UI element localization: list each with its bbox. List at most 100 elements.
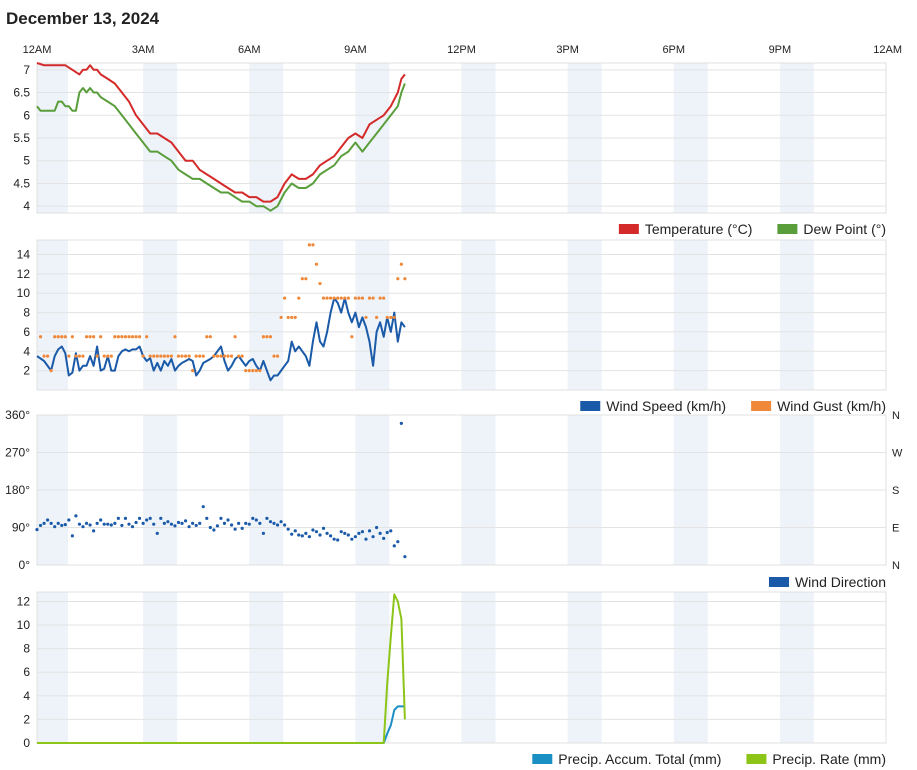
data-point — [392, 544, 396, 548]
data-point — [321, 526, 326, 530]
data-point — [141, 521, 145, 525]
data-point — [265, 335, 269, 339]
time-band — [779, 240, 814, 390]
time-axis-labels: 12AM 3AM 6AM 9AM 12PM 3PM 6PM 9PM 12AM — [23, 44, 902, 56]
data-point — [226, 518, 230, 522]
time-band — [461, 240, 496, 390]
data-point — [247, 369, 251, 373]
data-point — [106, 354, 110, 358]
data-point — [113, 335, 117, 339]
data-point — [180, 521, 184, 525]
data-point — [290, 315, 294, 320]
data-point — [92, 529, 96, 533]
time-band — [37, 592, 68, 743]
data-point — [240, 526, 244, 530]
data-point — [60, 523, 64, 528]
data-point — [314, 530, 319, 534]
data-point — [375, 315, 379, 320]
data-point — [222, 354, 227, 358]
legend-swatch — [768, 577, 789, 587]
data-point — [152, 522, 156, 526]
data-point — [155, 531, 159, 535]
data-point — [84, 335, 89, 339]
data-point — [49, 369, 53, 373]
data-point — [187, 354, 191, 358]
data-point — [371, 296, 375, 300]
data-point — [56, 521, 60, 525]
data-point — [109, 523, 113, 527]
y-tick-label: 8 — [23, 642, 30, 656]
data-point — [254, 518, 258, 522]
data-point — [38, 523, 43, 528]
data-point — [279, 520, 283, 524]
compass-label: W — [892, 448, 903, 460]
data-point — [74, 354, 78, 358]
y-tick-label: 8 — [23, 306, 30, 320]
time-band — [143, 240, 178, 390]
data-point — [364, 315, 368, 320]
data-point — [148, 516, 152, 520]
data-point — [325, 531, 329, 535]
data-point — [173, 524, 177, 528]
data-point — [375, 525, 379, 530]
data-point — [137, 516, 142, 520]
data-point — [389, 315, 393, 320]
data-point — [382, 296, 386, 300]
data-point — [99, 335, 103, 339]
data-point — [307, 535, 311, 539]
data-point — [215, 354, 220, 358]
series-line — [36, 297, 406, 382]
data-point — [343, 531, 347, 535]
data-point — [332, 537, 336, 541]
data-point — [300, 277, 304, 281]
data-point — [300, 534, 304, 538]
y-tick-label: 4 — [23, 689, 30, 703]
y-tick-label: 10 — [17, 286, 31, 300]
legend-swatch — [532, 754, 553, 764]
data-point — [353, 296, 357, 300]
data-point — [275, 523, 280, 527]
y-tick-label: 6 — [23, 325, 30, 339]
y-tick-label: 4.5 — [13, 176, 30, 190]
data-point — [60, 335, 64, 339]
data-point — [244, 521, 248, 525]
data-point — [311, 528, 315, 532]
data-point — [162, 521, 166, 525]
data-point — [286, 527, 290, 531]
data-point — [169, 354, 174, 358]
data-point — [123, 516, 128, 520]
data-point — [134, 335, 138, 339]
legend[interactable]: Wind Gust (km/h) Wind Speed (km/h) — [580, 398, 886, 414]
compass-label: N — [892, 410, 900, 422]
data-point — [279, 315, 283, 320]
legend-swatch — [777, 224, 798, 234]
page-title: December 13, 2024 — [6, 9, 160, 28]
data-point — [95, 521, 99, 525]
data-point — [360, 530, 365, 534]
legend[interactable]: Precip. Rate (mm) Precip. Accum. Total (m… — [532, 751, 886, 767]
time-tick-label: 12AM — [873, 44, 902, 56]
chart-panels: 4 4.5 5 5.5 6 6.5 7 Dew Point (°) Temperature (°… — [5, 62, 903, 767]
legend[interactable]: Dew Point (°) Temperature (°C) — [618, 221, 886, 237]
time-tick-label: 9PM — [769, 44, 792, 56]
time-band — [461, 592, 496, 743]
legend[interactable]: Wind Direction — [768, 574, 886, 590]
data-point — [194, 523, 198, 528]
data-point — [247, 522, 251, 526]
data-point — [148, 354, 152, 358]
data-point — [205, 516, 209, 520]
y-tick-label: 5.5 — [13, 131, 30, 145]
y-tick-label: 6 — [23, 665, 30, 679]
data-point — [67, 518, 71, 522]
data-point — [258, 521, 262, 525]
data-point — [74, 514, 78, 518]
data-point — [318, 533, 322, 537]
y-tick-label: 2 — [23, 364, 30, 378]
data-point — [237, 521, 241, 525]
y-tick-label: 6.5 — [13, 86, 30, 100]
y-tick-label: 10 — [17, 618, 31, 632]
time-band — [673, 592, 708, 743]
legend-label: Wind Direction — [795, 574, 886, 590]
data-point — [254, 369, 258, 373]
data-point — [183, 519, 188, 523]
